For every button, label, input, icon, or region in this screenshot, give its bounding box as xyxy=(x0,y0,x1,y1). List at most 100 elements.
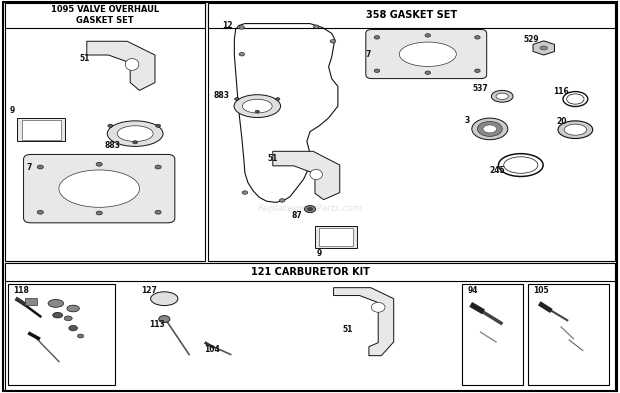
Text: 51: 51 xyxy=(268,154,278,163)
Ellipse shape xyxy=(117,126,153,141)
Ellipse shape xyxy=(255,110,260,113)
Text: 537: 537 xyxy=(472,84,488,93)
FancyBboxPatch shape xyxy=(22,120,61,140)
Text: 883: 883 xyxy=(104,141,120,150)
Text: 358 GASKET SET: 358 GASKET SET xyxy=(366,10,457,20)
Ellipse shape xyxy=(53,312,63,318)
Text: 883: 883 xyxy=(214,91,230,100)
FancyBboxPatch shape xyxy=(208,3,615,261)
Ellipse shape xyxy=(67,305,79,312)
Ellipse shape xyxy=(483,125,497,133)
Text: 3: 3 xyxy=(465,116,470,125)
Text: 105: 105 xyxy=(533,286,549,295)
Ellipse shape xyxy=(503,157,538,173)
Polygon shape xyxy=(87,41,155,90)
Text: 121 CARBURETOR KIT: 121 CARBURETOR KIT xyxy=(250,267,370,277)
Ellipse shape xyxy=(563,92,588,107)
FancyBboxPatch shape xyxy=(315,226,356,248)
Ellipse shape xyxy=(108,124,113,127)
Text: 94: 94 xyxy=(467,286,478,295)
Text: 118: 118 xyxy=(14,286,30,295)
Ellipse shape xyxy=(155,165,161,169)
FancyBboxPatch shape xyxy=(319,228,353,246)
Text: 104: 104 xyxy=(205,345,220,354)
Ellipse shape xyxy=(374,35,379,39)
Ellipse shape xyxy=(133,141,138,144)
FancyBboxPatch shape xyxy=(17,118,65,141)
Ellipse shape xyxy=(96,211,102,215)
Text: 12: 12 xyxy=(222,21,232,30)
Text: 9: 9 xyxy=(316,249,321,258)
Text: 529: 529 xyxy=(524,35,539,44)
FancyBboxPatch shape xyxy=(5,3,205,28)
Text: 113: 113 xyxy=(149,320,164,329)
Ellipse shape xyxy=(491,90,513,102)
Text: ReplacementParts.com: ReplacementParts.com xyxy=(258,204,362,213)
Polygon shape xyxy=(334,288,394,356)
Ellipse shape xyxy=(242,99,272,113)
Ellipse shape xyxy=(498,154,543,176)
Text: 1095 VALVE OVERHAUL
GASKET SET: 1095 VALVE OVERHAUL GASKET SET xyxy=(51,5,159,25)
Ellipse shape xyxy=(155,210,161,214)
Ellipse shape xyxy=(425,71,430,75)
Ellipse shape xyxy=(567,94,584,104)
Ellipse shape xyxy=(59,170,140,208)
Text: 9: 9 xyxy=(9,107,14,115)
FancyBboxPatch shape xyxy=(528,284,609,385)
Ellipse shape xyxy=(37,165,43,169)
FancyBboxPatch shape xyxy=(25,298,37,305)
Ellipse shape xyxy=(125,59,139,70)
Ellipse shape xyxy=(156,124,161,127)
Ellipse shape xyxy=(477,121,502,136)
Text: 87: 87 xyxy=(291,211,302,220)
Ellipse shape xyxy=(496,93,508,99)
Text: 116: 116 xyxy=(553,87,569,95)
Ellipse shape xyxy=(69,325,78,331)
FancyBboxPatch shape xyxy=(8,284,115,385)
Ellipse shape xyxy=(239,52,244,56)
Polygon shape xyxy=(533,41,554,55)
Ellipse shape xyxy=(475,35,480,39)
Ellipse shape xyxy=(425,33,430,37)
Ellipse shape xyxy=(107,121,163,146)
Ellipse shape xyxy=(239,26,244,29)
FancyBboxPatch shape xyxy=(24,154,175,223)
Ellipse shape xyxy=(78,334,84,338)
Ellipse shape xyxy=(310,169,322,180)
Ellipse shape xyxy=(234,95,280,118)
Text: 51: 51 xyxy=(343,325,353,334)
FancyBboxPatch shape xyxy=(3,2,617,391)
Ellipse shape xyxy=(475,69,480,72)
Ellipse shape xyxy=(159,316,170,323)
FancyBboxPatch shape xyxy=(208,3,615,28)
Ellipse shape xyxy=(37,210,43,214)
Ellipse shape xyxy=(564,124,587,135)
Text: 245: 245 xyxy=(490,167,505,175)
Ellipse shape xyxy=(234,97,239,100)
Text: 127: 127 xyxy=(141,286,157,295)
Ellipse shape xyxy=(399,42,456,66)
Ellipse shape xyxy=(242,191,248,194)
Text: 20: 20 xyxy=(557,117,567,125)
Ellipse shape xyxy=(48,299,64,307)
Polygon shape xyxy=(273,151,340,200)
Ellipse shape xyxy=(313,25,319,28)
Ellipse shape xyxy=(308,208,312,211)
Ellipse shape xyxy=(96,162,102,166)
Text: 51: 51 xyxy=(79,54,90,62)
Ellipse shape xyxy=(64,316,72,321)
Ellipse shape xyxy=(540,46,547,50)
Ellipse shape xyxy=(374,69,379,72)
Ellipse shape xyxy=(275,97,280,100)
FancyBboxPatch shape xyxy=(366,29,487,79)
Ellipse shape xyxy=(371,303,385,312)
FancyBboxPatch shape xyxy=(462,284,523,385)
Ellipse shape xyxy=(151,292,178,306)
Ellipse shape xyxy=(558,121,593,138)
Ellipse shape xyxy=(472,118,508,140)
FancyBboxPatch shape xyxy=(5,263,615,390)
Text: 7: 7 xyxy=(366,50,371,59)
FancyBboxPatch shape xyxy=(5,3,205,261)
Ellipse shape xyxy=(330,39,336,43)
Ellipse shape xyxy=(304,206,316,213)
